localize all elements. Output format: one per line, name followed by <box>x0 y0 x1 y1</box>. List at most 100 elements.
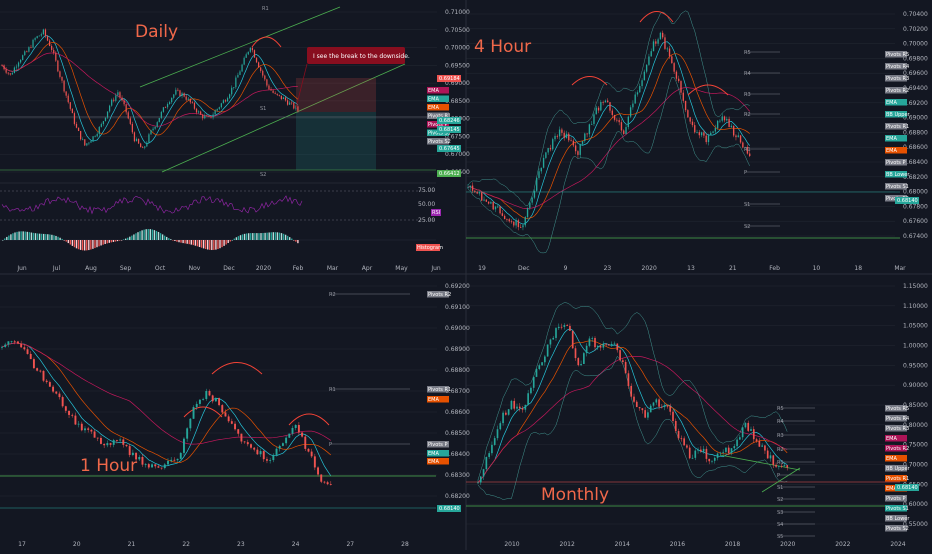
candle-body <box>568 133 570 141</box>
x-tick-label: 2020 <box>256 265 271 272</box>
candle-body <box>655 399 658 403</box>
one-hour-price-axis[interactable]: 0.69200 0.69100 0.69000 0.68900 0.68800 0.687… <box>445 283 470 500</box>
moving-average-line-2 <box>467 53 750 219</box>
daily-reward-zone[interactable] <box>296 112 376 170</box>
histogram-bar <box>106 240 108 244</box>
daily-channel-upper-line[interactable] <box>139 6 341 88</box>
histogram-bar <box>190 240 192 245</box>
candle-body <box>82 139 84 141</box>
candle-body <box>527 393 529 405</box>
histogram-bar <box>280 233 283 240</box>
histogram-bar <box>18 231 20 240</box>
monthly-indicator-badges: Pivots R5 Pivots R4 Pivots R3 EMA Pivots R2 E… <box>885 405 919 532</box>
candle-body <box>536 177 538 191</box>
daily-rsi-pane[interactable]: 75.00 50.00 25.00 RSI <box>0 182 441 224</box>
indicator-badge <box>885 171 907 178</box>
candle-body <box>152 128 154 131</box>
histogram-bar <box>256 233 258 240</box>
histogram-bar <box>235 237 238 240</box>
x-tick-label: 2010 <box>504 541 519 548</box>
candle-body <box>297 106 299 111</box>
moving-average-line-1 <box>477 328 788 483</box>
candle-body <box>289 102 291 105</box>
histogram-bar <box>248 233 250 240</box>
candle-body <box>26 51 28 53</box>
indicator-badge <box>885 123 907 130</box>
histogram-bar <box>57 236 59 240</box>
candle-body <box>104 117 107 122</box>
candle-body <box>467 187 469 189</box>
candle-body <box>540 167 542 172</box>
candle-body <box>581 141 584 145</box>
daily-risk-zone[interactable] <box>296 78 376 112</box>
daily-moving-averages <box>1 35 299 145</box>
x-tick-label: Feb <box>293 265 304 272</box>
pivot-label: S1 <box>777 485 783 491</box>
one-hour-time-axis[interactable]: 17 20 21 22 23 24 27 28 <box>18 541 409 548</box>
candle-body <box>674 421 677 432</box>
histogram-bar <box>139 231 141 240</box>
candle-body <box>77 423 80 425</box>
histogram-bar <box>131 235 133 240</box>
candle-body <box>469 185 471 188</box>
candle-body <box>262 70 264 76</box>
daily-pivot-r1-label: R1 <box>262 6 269 12</box>
candle-body <box>204 115 206 119</box>
histogram-bar <box>43 233 45 240</box>
candle-body <box>55 52 57 61</box>
monthly-wedge-lower[interactable] <box>761 467 801 493</box>
histogram-bar <box>24 231 26 240</box>
candle-body <box>125 104 127 113</box>
candle-body <box>780 465 783 467</box>
indicator-badge <box>885 425 907 432</box>
bollinger-lower-band <box>467 77 750 254</box>
indicator-badge <box>427 291 449 298</box>
four-hour-price-axis[interactable]: 0.70400 0.70200 0.70000 0.69800 0.69600 0.694… <box>903 11 928 240</box>
monthly-title: Monthly <box>541 485 609 505</box>
histogram-bar <box>8 235 10 240</box>
histogram-bar <box>53 235 55 240</box>
monthly-time-axis[interactable]: 2010 2012 2014 2016 2018 2020 2022 2024 <box>504 541 905 548</box>
histogram-bar <box>266 232 268 240</box>
candle-body <box>216 108 218 111</box>
candle-body <box>208 115 210 117</box>
current-price-label: 0.68140 <box>439 506 460 512</box>
pivot-label: S3 <box>777 510 783 516</box>
candle-body <box>696 132 698 133</box>
histogram-bar <box>145 229 147 240</box>
daily-channel-lower-line[interactable] <box>161 63 406 173</box>
pivot-label: S4 <box>777 522 783 528</box>
indicator-badge <box>885 51 907 58</box>
candle-body <box>549 339 552 345</box>
histogram-bar <box>233 238 236 240</box>
candle-body <box>516 406 518 409</box>
daily-annotation-box[interactable] <box>307 47 405 64</box>
daily-time-axis[interactable]: Jun Jul Aug Sep Oct Nov Dec 2020 Feb Mar Apr May Jun <box>16 265 441 272</box>
indicator-badge-label: Pivots S1 <box>886 184 909 190</box>
candle-body <box>58 393 61 398</box>
candle-body <box>593 114 595 124</box>
histogram-bar <box>63 240 65 241</box>
four-hour-time-axis[interactable]: 19 Dec 9 23 2020 13 21 Feb 10 18 Mar <box>478 265 906 272</box>
candle-body <box>15 66 18 68</box>
candle-body <box>672 411 674 422</box>
candle-body <box>220 103 222 108</box>
rsi-level-75: 75.00 <box>418 187 435 194</box>
one-hour-chart-panel[interactable]: R2 R1 P 1 Hour 0.69200 0.69100 0.69000 0.6890… <box>0 283 470 548</box>
indicator-badge <box>427 104 449 111</box>
candle-body <box>597 107 600 111</box>
candle-body <box>666 48 668 50</box>
histogram-bar <box>112 240 115 242</box>
candle-body <box>700 449 702 452</box>
daily-annotation-pointer <box>295 63 308 109</box>
y-tick-label: 0.67500 <box>445 133 470 140</box>
daily-histogram-pane[interactable] <box>0 229 436 251</box>
candle-body <box>691 121 694 126</box>
candle-body <box>241 64 243 72</box>
candle-body <box>237 74 239 78</box>
monthly-chart-panel[interactable]: R5 R4 R3 R2 R1 P S1 S2 S3 S4 S5 Monthly 1.15000 1.1… <box>466 283 928 548</box>
y-tick-label: 0.70000 <box>903 462 928 469</box>
daily-chart-panel[interactable]: Daily I see the break to the downside. R… <box>0 6 470 272</box>
histogram-bar <box>79 240 82 250</box>
